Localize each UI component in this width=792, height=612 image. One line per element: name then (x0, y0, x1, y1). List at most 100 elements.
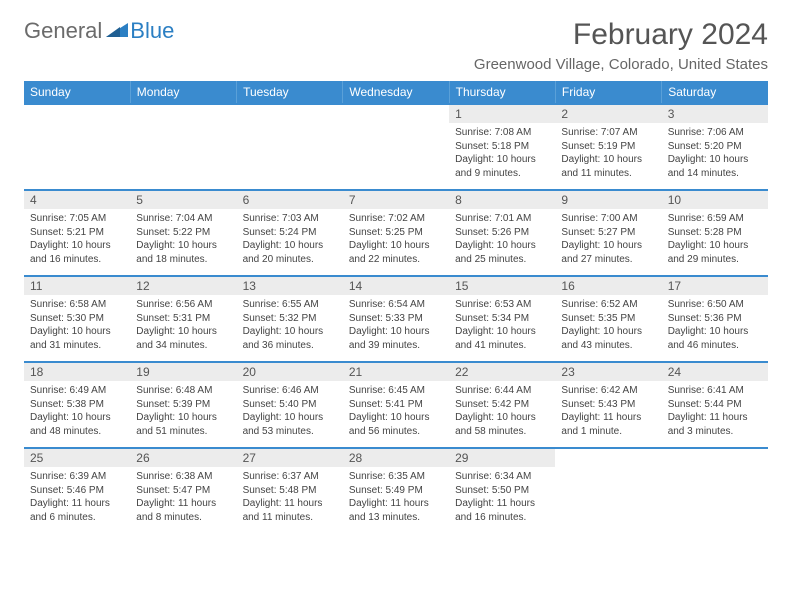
day-details: Sunrise: 7:06 AMSunset: 5:20 PMDaylight:… (662, 123, 768, 183)
calendar-day: 19Sunrise: 6:48 AMSunset: 5:39 PMDayligh… (130, 362, 236, 448)
day-details: Sunrise: 7:01 AMSunset: 5:26 PMDaylight:… (449, 209, 555, 269)
calendar-empty-cell (237, 104, 343, 190)
calendar-empty-cell (343, 104, 449, 190)
day-details: Sunrise: 6:42 AMSunset: 5:43 PMDaylight:… (555, 381, 661, 441)
day-details: Sunrise: 6:49 AMSunset: 5:38 PMDaylight:… (24, 381, 130, 441)
calendar-day: 21Sunrise: 6:45 AMSunset: 5:41 PMDayligh… (343, 362, 449, 448)
day-details: Sunrise: 6:41 AMSunset: 5:44 PMDaylight:… (662, 381, 768, 441)
calendar-day: 3Sunrise: 7:06 AMSunset: 5:20 PMDaylight… (662, 104, 768, 190)
title-block: February 2024 Greenwood Village, Colorad… (474, 18, 768, 73)
calendar-day: 16Sunrise: 6:52 AMSunset: 5:35 PMDayligh… (555, 276, 661, 362)
day-number: 13 (237, 277, 343, 295)
day-details: Sunrise: 6:53 AMSunset: 5:34 PMDaylight:… (449, 295, 555, 355)
day-number: 26 (130, 449, 236, 467)
calendar-day: 20Sunrise: 6:46 AMSunset: 5:40 PMDayligh… (237, 362, 343, 448)
weekday-header: Saturday (662, 81, 768, 104)
logo-text-general: General (24, 18, 102, 44)
day-number: 16 (555, 277, 661, 295)
calendar-day: 5Sunrise: 7:04 AMSunset: 5:22 PMDaylight… (130, 190, 236, 276)
day-number: 2 (555, 105, 661, 123)
calendar-day: 12Sunrise: 6:56 AMSunset: 5:31 PMDayligh… (130, 276, 236, 362)
calendar-empty-cell (24, 104, 130, 190)
day-number: 15 (449, 277, 555, 295)
day-number: 12 (130, 277, 236, 295)
day-number: 10 (662, 191, 768, 209)
day-number: 6 (237, 191, 343, 209)
day-number: 25 (24, 449, 130, 467)
day-details: Sunrise: 6:56 AMSunset: 5:31 PMDaylight:… (130, 295, 236, 355)
weekday-header: Friday (555, 81, 661, 104)
day-details: Sunrise: 6:59 AMSunset: 5:28 PMDaylight:… (662, 209, 768, 269)
day-details: Sunrise: 6:45 AMSunset: 5:41 PMDaylight:… (343, 381, 449, 441)
day-details: Sunrise: 7:04 AMSunset: 5:22 PMDaylight:… (130, 209, 236, 269)
day-details: Sunrise: 6:48 AMSunset: 5:39 PMDaylight:… (130, 381, 236, 441)
day-number: 19 (130, 363, 236, 381)
day-details: Sunrise: 6:54 AMSunset: 5:33 PMDaylight:… (343, 295, 449, 355)
day-details: Sunrise: 6:52 AMSunset: 5:35 PMDaylight:… (555, 295, 661, 355)
calendar-day: 24Sunrise: 6:41 AMSunset: 5:44 PMDayligh… (662, 362, 768, 448)
day-details: Sunrise: 7:05 AMSunset: 5:21 PMDaylight:… (24, 209, 130, 269)
calendar-day: 14Sunrise: 6:54 AMSunset: 5:33 PMDayligh… (343, 276, 449, 362)
day-number: 21 (343, 363, 449, 381)
calendar-day: 9Sunrise: 7:00 AMSunset: 5:27 PMDaylight… (555, 190, 661, 276)
weekday-header: Tuesday (237, 81, 343, 104)
calendar-day: 25Sunrise: 6:39 AMSunset: 5:46 PMDayligh… (24, 448, 130, 534)
day-number: 27 (237, 449, 343, 467)
day-number: 9 (555, 191, 661, 209)
calendar-day: 18Sunrise: 6:49 AMSunset: 5:38 PMDayligh… (24, 362, 130, 448)
month-title: February 2024 (474, 18, 768, 52)
calendar-day: 6Sunrise: 7:03 AMSunset: 5:24 PMDaylight… (237, 190, 343, 276)
day-details: Sunrise: 6:37 AMSunset: 5:48 PMDaylight:… (237, 467, 343, 527)
day-number: 18 (24, 363, 130, 381)
calendar-day: 22Sunrise: 6:44 AMSunset: 5:42 PMDayligh… (449, 362, 555, 448)
calendar-empty-cell (555, 448, 661, 534)
day-number: 23 (555, 363, 661, 381)
day-details: Sunrise: 6:58 AMSunset: 5:30 PMDaylight:… (24, 295, 130, 355)
day-details: Sunrise: 7:07 AMSunset: 5:19 PMDaylight:… (555, 123, 661, 183)
day-details: Sunrise: 7:03 AMSunset: 5:24 PMDaylight:… (237, 209, 343, 269)
calendar-day: 29Sunrise: 6:34 AMSunset: 5:50 PMDayligh… (449, 448, 555, 534)
day-number: 29 (449, 449, 555, 467)
day-details: Sunrise: 6:38 AMSunset: 5:47 PMDaylight:… (130, 467, 236, 527)
logo-text-blue: Blue (130, 18, 174, 44)
day-details: Sunrise: 6:34 AMSunset: 5:50 PMDaylight:… (449, 467, 555, 527)
day-number: 24 (662, 363, 768, 381)
day-number: 1 (449, 105, 555, 123)
calendar-day: 17Sunrise: 6:50 AMSunset: 5:36 PMDayligh… (662, 276, 768, 362)
calendar-day: 10Sunrise: 6:59 AMSunset: 5:28 PMDayligh… (662, 190, 768, 276)
day-details: Sunrise: 6:44 AMSunset: 5:42 PMDaylight:… (449, 381, 555, 441)
logo-triangle-icon (106, 21, 128, 42)
calendar-day: 8Sunrise: 7:01 AMSunset: 5:26 PMDaylight… (449, 190, 555, 276)
calendar-empty-cell (130, 104, 236, 190)
weekday-header: Wednesday (343, 81, 449, 104)
day-number: 28 (343, 449, 449, 467)
day-number: 5 (130, 191, 236, 209)
calendar-head: SundayMondayTuesdayWednesdayThursdayFrid… (24, 81, 768, 104)
weekday-header: Sunday (24, 81, 130, 104)
day-details: Sunrise: 7:08 AMSunset: 5:18 PMDaylight:… (449, 123, 555, 183)
day-number: 17 (662, 277, 768, 295)
day-number: 14 (343, 277, 449, 295)
calendar-table: SundayMondayTuesdayWednesdayThursdayFrid… (24, 81, 768, 534)
calendar-day: 15Sunrise: 6:53 AMSunset: 5:34 PMDayligh… (449, 276, 555, 362)
day-details: Sunrise: 6:50 AMSunset: 5:36 PMDaylight:… (662, 295, 768, 355)
calendar-empty-cell (662, 448, 768, 534)
day-details: Sunrise: 6:46 AMSunset: 5:40 PMDaylight:… (237, 381, 343, 441)
day-number: 22 (449, 363, 555, 381)
day-number: 20 (237, 363, 343, 381)
day-details: Sunrise: 6:39 AMSunset: 5:46 PMDaylight:… (24, 467, 130, 527)
calendar-day: 28Sunrise: 6:35 AMSunset: 5:49 PMDayligh… (343, 448, 449, 534)
weekday-header: Thursday (449, 81, 555, 104)
calendar-day: 13Sunrise: 6:55 AMSunset: 5:32 PMDayligh… (237, 276, 343, 362)
day-number: 4 (24, 191, 130, 209)
weekday-header: Monday (130, 81, 236, 104)
calendar-day: 23Sunrise: 6:42 AMSunset: 5:43 PMDayligh… (555, 362, 661, 448)
calendar-body: 1Sunrise: 7:08 AMSunset: 5:18 PMDaylight… (24, 104, 768, 534)
calendar-day: 1Sunrise: 7:08 AMSunset: 5:18 PMDaylight… (449, 104, 555, 190)
day-number: 11 (24, 277, 130, 295)
day-number: 3 (662, 105, 768, 123)
page-header: General Blue February 2024 Greenwood Vil… (24, 18, 768, 73)
location-subtitle: Greenwood Village, Colorado, United Stat… (474, 56, 768, 73)
calendar-day: 27Sunrise: 6:37 AMSunset: 5:48 PMDayligh… (237, 448, 343, 534)
day-details: Sunrise: 7:00 AMSunset: 5:27 PMDaylight:… (555, 209, 661, 269)
